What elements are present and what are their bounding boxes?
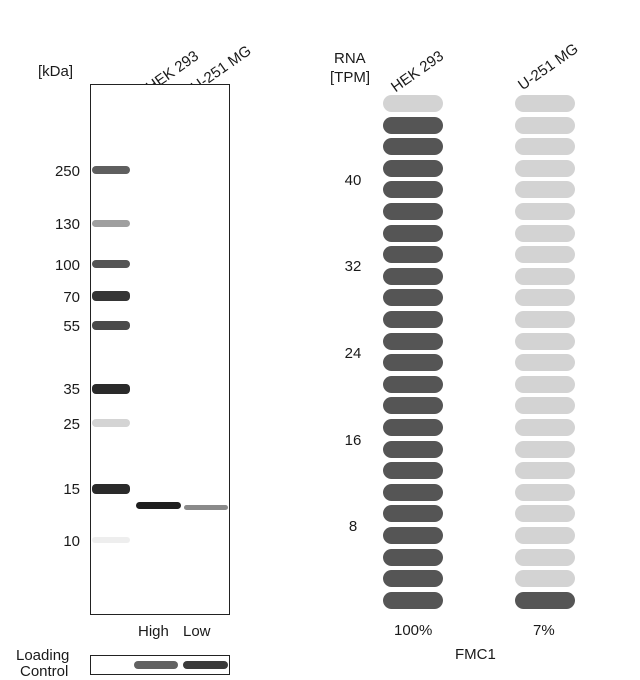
loading-control-label-line2: Control xyxy=(20,663,69,680)
rna-segment xyxy=(515,246,575,264)
rna-segment xyxy=(515,181,575,199)
rna-segment xyxy=(383,159,443,177)
rna-segment xyxy=(383,224,443,242)
rna-segment xyxy=(515,440,575,458)
rna-segment xyxy=(515,289,575,307)
mw-marker-130: 130 xyxy=(54,216,80,233)
rna-segment xyxy=(383,246,443,264)
rna-segment xyxy=(515,397,575,415)
rna-segment xyxy=(515,332,575,350)
ladder-band-25 xyxy=(92,419,130,427)
western-blot-image xyxy=(90,84,230,615)
rna-y-tick-24: 24 xyxy=(344,345,362,362)
mw-marker-10: 10 xyxy=(63,533,80,550)
rna-segment xyxy=(383,505,443,523)
rna-segment xyxy=(383,311,443,328)
rna-header-line2: [TPM] xyxy=(330,69,370,86)
rna-segment xyxy=(515,462,575,480)
sample-band-hek293 xyxy=(136,502,181,509)
rna-segment xyxy=(383,462,443,480)
rna-y-tick-8: 8 xyxy=(348,518,358,535)
rna-segment xyxy=(383,591,443,609)
rna-segment xyxy=(515,591,575,609)
mw-marker-25: 25 xyxy=(63,416,80,433)
ladder-band-100 xyxy=(92,260,130,268)
rna-segment xyxy=(383,289,443,307)
kda-unit-label: [kDa] xyxy=(38,63,74,80)
rna-segment xyxy=(515,570,575,588)
mw-marker-15: 15 xyxy=(63,481,80,498)
rna-header-line1: RNA xyxy=(334,50,366,67)
rna-segment xyxy=(515,267,575,285)
ladder-band-130 xyxy=(92,220,130,227)
loading-control-blot xyxy=(90,655,230,675)
rna-y-tick-40: 40 xyxy=(344,172,362,189)
rna-segment xyxy=(383,203,443,220)
rna-segment xyxy=(383,267,443,285)
rna-segment xyxy=(515,419,575,436)
rna-segment xyxy=(383,570,443,588)
loading-band-u251mg xyxy=(183,661,228,669)
rna-segment xyxy=(515,159,575,177)
rna-segment xyxy=(383,138,443,156)
rna-segment xyxy=(515,224,575,242)
rna-segment xyxy=(383,181,443,199)
sample-band-u251mg xyxy=(184,505,228,510)
rna-percent-hek293: 100% xyxy=(394,622,433,639)
lane-level-high: High xyxy=(138,623,169,640)
mw-marker-250: 250 xyxy=(54,163,80,180)
rna-segment xyxy=(383,116,443,134)
rna-segment xyxy=(515,95,575,112)
rna-segment xyxy=(383,397,443,415)
rna-segment xyxy=(515,203,575,220)
rna-segment xyxy=(383,527,443,544)
rna-segment xyxy=(515,483,575,501)
lane-level-low: Low xyxy=(183,623,211,640)
ladder-band-35 xyxy=(92,384,130,394)
mw-marker-70: 70 xyxy=(63,289,80,306)
rna-segment xyxy=(515,354,575,372)
ladder-band-250 xyxy=(92,166,130,174)
rna-segment xyxy=(383,548,443,566)
ladder-band-15 xyxy=(92,484,130,494)
rna-segment xyxy=(383,375,443,393)
rna-segment xyxy=(515,375,575,393)
ladder-band-70 xyxy=(92,291,130,301)
rna-segment xyxy=(383,354,443,372)
rna-segment xyxy=(383,95,443,112)
rna-segment xyxy=(383,332,443,350)
rna-segment xyxy=(383,483,443,501)
loading-control-label-line1: Loading xyxy=(16,647,70,664)
rna-segment xyxy=(515,116,575,134)
rna-segment xyxy=(383,419,443,436)
gene-name: FMC1 xyxy=(455,646,496,663)
rna-y-tick-16: 16 xyxy=(344,432,362,449)
rna-segment xyxy=(515,138,575,156)
ladder-band-55 xyxy=(92,321,130,330)
rna-segment xyxy=(383,440,443,458)
rna-segment xyxy=(515,505,575,523)
loading-band-hek293 xyxy=(134,661,178,669)
rna-column-hek293 xyxy=(383,0,443,620)
rna-segment xyxy=(515,548,575,566)
rna-y-tick-32: 32 xyxy=(344,258,362,275)
mw-marker-100: 100 xyxy=(54,257,80,274)
rna-column-u251mg xyxy=(515,0,575,620)
rna-percent-u251mg: 7% xyxy=(533,622,555,639)
rna-segment xyxy=(515,311,575,328)
rna-segment xyxy=(515,527,575,544)
mw-marker-35: 35 xyxy=(63,381,80,398)
ladder-band-10 xyxy=(92,537,130,543)
mw-marker-55: 55 xyxy=(63,318,80,335)
